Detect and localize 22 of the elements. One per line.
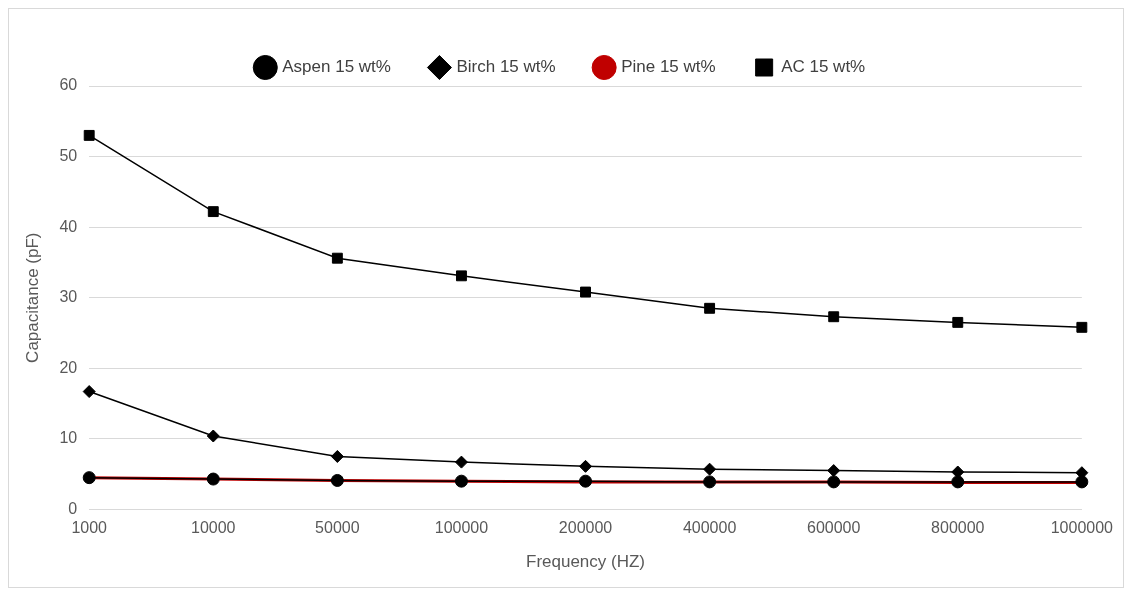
y-tick-label: 50	[59, 146, 78, 164]
y-tick-label: 30	[59, 288, 78, 306]
x-tick-label: 400000	[682, 519, 737, 537]
y-tick-label: 10	[59, 429, 78, 447]
x-tick-label: 800000	[931, 519, 985, 537]
x-tick-label: 1000000	[1050, 519, 1114, 537]
x-tick-label: 1000	[71, 519, 108, 537]
legend-label: AC 15 wt%	[781, 57, 866, 77]
legend-label: Pine 15 wt%	[621, 57, 716, 77]
y-tick-label: 20	[59, 358, 78, 376]
x-tick-label: 600000	[807, 519, 861, 537]
y-tick-label: 60	[59, 76, 78, 94]
x-tick-label: 50000	[315, 519, 360, 537]
legend-label: Aspen 15 wt%	[282, 57, 391, 77]
x-tick-label: 200000	[558, 519, 613, 537]
x-axis-title: Frequency (HZ)	[526, 552, 646, 572]
x-tick-label: 10000	[191, 519, 236, 537]
y-axis-title: Capacitance (pF)	[22, 232, 42, 363]
y-tick-label: 0	[68, 499, 78, 517]
x-tick-label: 100000	[434, 519, 489, 537]
legend-label: Birch 15 wt%	[456, 57, 556, 77]
y-tick-label: 40	[59, 217, 78, 235]
